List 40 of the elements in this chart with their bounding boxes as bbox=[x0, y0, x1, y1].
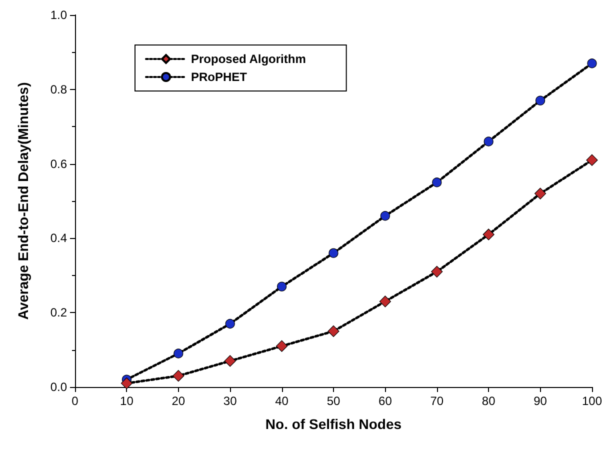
x-tick-label: 60 bbox=[378, 394, 392, 408]
point bbox=[328, 248, 338, 258]
x-axis-title: No. of Selfish Nodes bbox=[265, 416, 402, 432]
x-tick-label: 30 bbox=[223, 394, 238, 408]
y-tick-label: 0.6 bbox=[50, 156, 68, 171]
y-tick-label: 1.0 bbox=[50, 8, 68, 22]
point bbox=[174, 348, 184, 358]
point bbox=[276, 340, 288, 352]
x-tick-label: 50 bbox=[326, 394, 340, 408]
point bbox=[431, 266, 443, 278]
legend-label: PRoPHET bbox=[191, 70, 248, 84]
x-tick-label: 90 bbox=[534, 394, 548, 408]
x-tick-label: 10 bbox=[120, 394, 134, 408]
point bbox=[536, 96, 546, 106]
y-tick-label: 0.2 bbox=[50, 306, 68, 320]
point bbox=[534, 188, 546, 200]
point bbox=[587, 58, 597, 68]
y-axis-title: Average End-to-End Delay(Minutes) bbox=[15, 82, 31, 320]
point bbox=[224, 355, 236, 367]
y-tick-label: 0.4 bbox=[50, 231, 68, 246]
point bbox=[328, 325, 340, 337]
x-tick-label: 20 bbox=[172, 394, 186, 408]
point bbox=[379, 296, 391, 308]
point bbox=[120, 377, 132, 390]
point bbox=[277, 282, 287, 292]
x-tick-label: 0 bbox=[72, 394, 79, 408]
y-tick-label: 0.8 bbox=[50, 82, 68, 96]
x-tick-label: 40 bbox=[275, 394, 289, 408]
point bbox=[586, 154, 598, 166]
point bbox=[380, 211, 390, 221]
y-tick-label: 0.0 bbox=[50, 380, 68, 394]
point bbox=[482, 228, 494, 240]
point bbox=[225, 318, 235, 329]
x-tick-label: 100 bbox=[582, 394, 602, 408]
point bbox=[172, 370, 184, 382]
point bbox=[432, 178, 442, 188]
point bbox=[484, 136, 494, 146]
x-tick-label: 70 bbox=[430, 394, 444, 408]
x-tick-label: 80 bbox=[482, 394, 496, 408]
legend-label: Proposed Algorithm bbox=[191, 52, 306, 66]
